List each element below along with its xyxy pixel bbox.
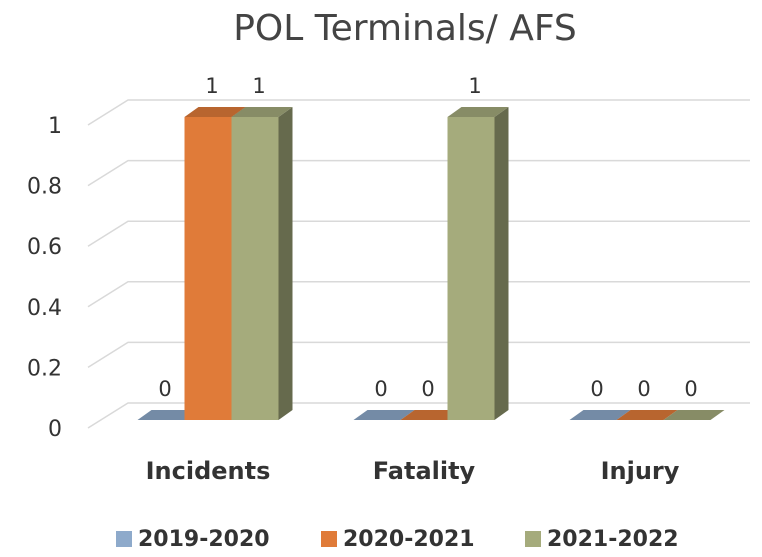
legend-label: 2020-2021 [343,527,475,552]
bar-top [569,410,631,420]
x-tick-label: Injury [601,457,680,485]
bar-top [447,107,509,117]
y-tick-label: 0.6 [27,235,62,260]
bar-top [137,410,199,420]
chart-title: POL Terminals/ AFS [233,8,577,49]
data-label: 0 [421,377,434,401]
bar [616,410,678,420]
bar [400,410,462,420]
y-tick-label: 1 [48,114,62,139]
bar-side [278,107,293,420]
grid-line [87,402,750,429]
bar-top [663,410,725,420]
legend-label: 2021-2022 [547,527,679,552]
data-label: 1 [205,74,218,98]
grid-line [87,159,750,187]
bar [353,410,415,420]
bar-side [494,107,509,420]
bar-top [400,410,462,420]
bar-top [353,410,415,420]
bar [663,410,725,420]
grid-line [87,341,750,369]
grid-line [87,220,750,247]
bar [569,410,631,420]
legend-label: 2019-2020 [138,527,270,552]
data-label: 0 [637,377,650,401]
x-tick-label: Incidents [146,457,271,485]
data-label: 0 [590,377,603,401]
grid-line [87,99,750,126]
bar-top [184,107,246,117]
legend-swatch [321,531,337,547]
y-tick-label: 0.4 [27,296,62,321]
data-label: 0 [374,377,387,401]
bar-top [231,107,293,117]
data-label: 0 [158,377,171,401]
grid-line [87,281,750,308]
y-tick-label: 0.8 [27,175,62,200]
data-label: 1 [468,74,481,98]
bar-front [447,117,495,420]
x-tick-label: Fatality [373,457,476,485]
y-tick-label: 0.2 [27,356,62,381]
bar-top [616,410,678,420]
bar [137,410,199,420]
bar [447,107,509,420]
bar [231,107,293,420]
bar-front [231,117,279,420]
legend-swatch [116,531,132,547]
bar-front [184,117,232,420]
data-label: 1 [252,74,265,98]
data-label: 0 [684,377,697,401]
legend-swatch [525,531,541,547]
y-tick-label: 0 [48,417,62,442]
